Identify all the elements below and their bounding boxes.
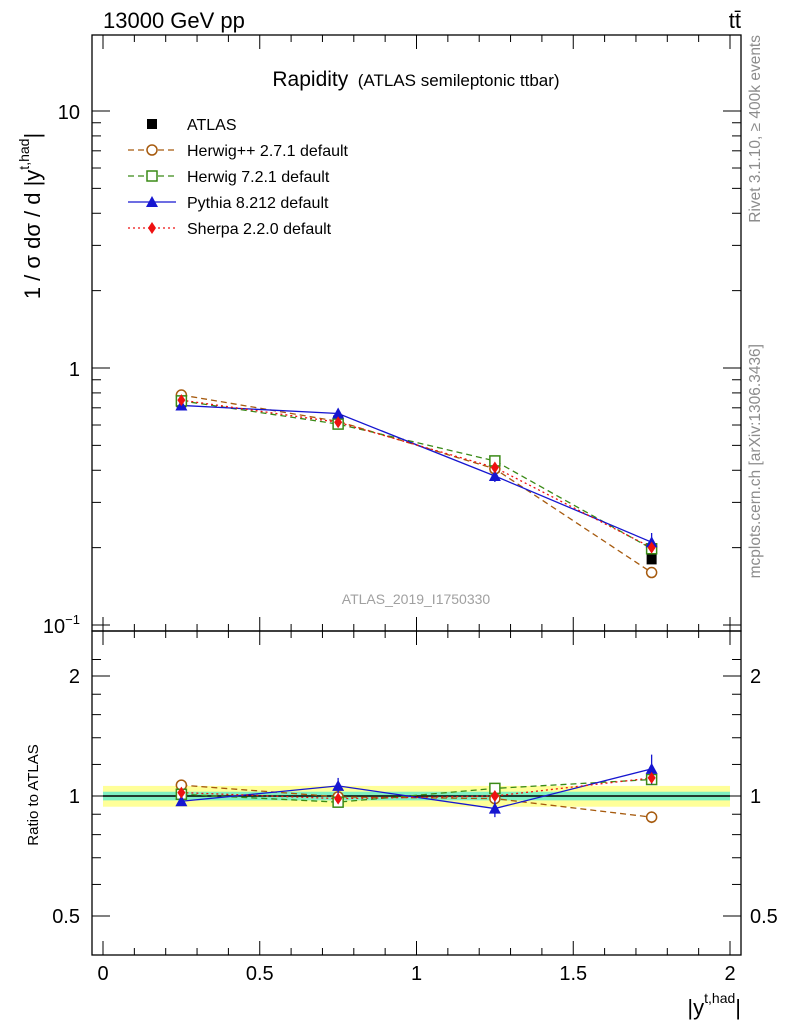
series-line-herwig-2-7-1-default (181, 394, 652, 574)
legend-marker-herwig-7-2-1-default (146, 170, 158, 182)
x-tick-label: 2 (724, 963, 735, 985)
title-main: Rapidity (272, 68, 348, 91)
legend-label-herwig-2-7-1-default: Herwig++ 2.7.1 default (187, 143, 349, 160)
ratio-y-tick-label-right: 2 (750, 666, 761, 688)
main-y-axis-label: 1 / σ dσ / d |yt,had| (16, 133, 45, 299)
legend-item-pythia-8-212-default: Pythia 8.212 default (128, 195, 329, 212)
ratio-point-herwig-2-7-1-default (645, 811, 658, 823)
legend-marker-sherpa-2-2-0-default (148, 222, 156, 234)
legend-label-atlas: ATLAS (187, 117, 237, 134)
chart-title: Rapidity (ATLAS semileptonic ttbar) (272, 68, 559, 91)
y-tick-label-1: 1 (69, 359, 80, 381)
series-line-herwig-7-2-1-default (181, 400, 652, 550)
data-point-sherpa-2-2-0-default (647, 541, 656, 554)
ratio-y-tick-label-right: 0.5 (750, 906, 778, 928)
legend: ATLAS Herwig++ 2.7.1 default Herwig 7.2.1 … (128, 117, 349, 238)
x-axis-label: |yt,had| (687, 990, 741, 1020)
ratio-y-axis-label: Ratio to ATLAS (25, 744, 42, 845)
y-tick-label-0.1: 10−1 (43, 612, 80, 638)
process-label: 13000 GeV pp (103, 8, 245, 33)
legend-label-sherpa-2-2-0-default: Sherpa 2.2.0 default (187, 221, 332, 238)
x-label-main: |y (687, 995, 704, 1020)
ratio-point-pythia-8-212-default (175, 795, 188, 807)
ratio-y-tick-label-left: 2 (69, 666, 80, 688)
ratio-point-sherpa-2-2-0-default (334, 792, 343, 805)
y-tick-exp: −1 (65, 612, 80, 627)
data-point-sherpa-2-2-0-default (490, 461, 499, 474)
legend-marker-herwig-2-7-1-default (146, 144, 158, 156)
rivet-label: Rivet 3.1.10, ≥ 400k events (747, 35, 764, 223)
ratio-line-sherpa-2-2-0-default (181, 777, 652, 800)
y-label-sup: t,had (16, 139, 32, 170)
ratio-point-pythia-8-212-default (332, 779, 345, 791)
data-point-pythia-8-212-default (332, 407, 345, 419)
legend-item-atlas: ATLAS (147, 117, 237, 134)
x-tick-label: 1.5 (559, 963, 587, 985)
y-label-close: | (20, 133, 45, 139)
legend-label-herwig-7-2-1-default: Herwig 7.2.1 default (187, 169, 330, 186)
legend-item-herwig-2-7-1-default: Herwig++ 2.7.1 default (128, 143, 349, 160)
legend-marker-atlas (147, 119, 157, 129)
legend-label-pythia-8-212-default: Pythia 8.212 default (187, 195, 329, 212)
ratio-point-pythia-8-212-default (645, 762, 658, 774)
x-tick-label: 0 (97, 963, 108, 985)
analysis-id: ATLAS_2019_I1750330 (342, 591, 491, 607)
data-point-atlas (646, 554, 657, 565)
x-label-sup: t,had (704, 990, 735, 1006)
x-label-close: | (735, 995, 741, 1020)
ratio-y-tick-label-left: 0.5 (52, 906, 80, 928)
series-line-pythia-8-212-default (181, 404, 652, 543)
data-point-herwig-2-7-1-default (645, 566, 658, 579)
data-point-sherpa-2-2-0-default (177, 394, 186, 407)
legend-item-sherpa-2-2-0-default: Sherpa 2.2.0 default (128, 221, 332, 238)
data-point-sherpa-2-2-0-default (334, 416, 343, 429)
y-label-main: 1 / σ dσ / d |y (20, 170, 45, 299)
ratio-line-herwig-7-2-1-default (181, 778, 652, 803)
x-tick-label: 0.5 (246, 963, 274, 985)
axis-ticks (92, 35, 741, 955)
x-tick-label: 1 (411, 963, 422, 985)
ratio-point-sherpa-2-2-0-default (177, 786, 186, 799)
ratio-point-sherpa-2-2-0-default (490, 790, 499, 802)
y-tick-label-10: 10 (58, 102, 80, 124)
ratio-y-tick-label-left: 1 (69, 786, 80, 808)
ratio-point-sherpa-2-2-0-default (647, 771, 656, 784)
title-sub: (ATLAS semileptonic ttbar) (358, 71, 560, 90)
y-tick-base: 10 (43, 616, 65, 638)
ratio-y-tick-label-right: 1 (750, 786, 761, 808)
legend-item-herwig-7-2-1-default: Herwig 7.2.1 default (128, 169, 330, 186)
mcplots-label: mcplots.cern.ch [arXiv:1306.3436] (747, 344, 764, 578)
final-state-label: tt̄ (729, 8, 741, 33)
data-point-pythia-8-212-default (488, 469, 501, 481)
ratio-point-pythia-8-212-default (488, 802, 501, 814)
legend-marker-pythia-8-212-default (146, 196, 158, 207)
